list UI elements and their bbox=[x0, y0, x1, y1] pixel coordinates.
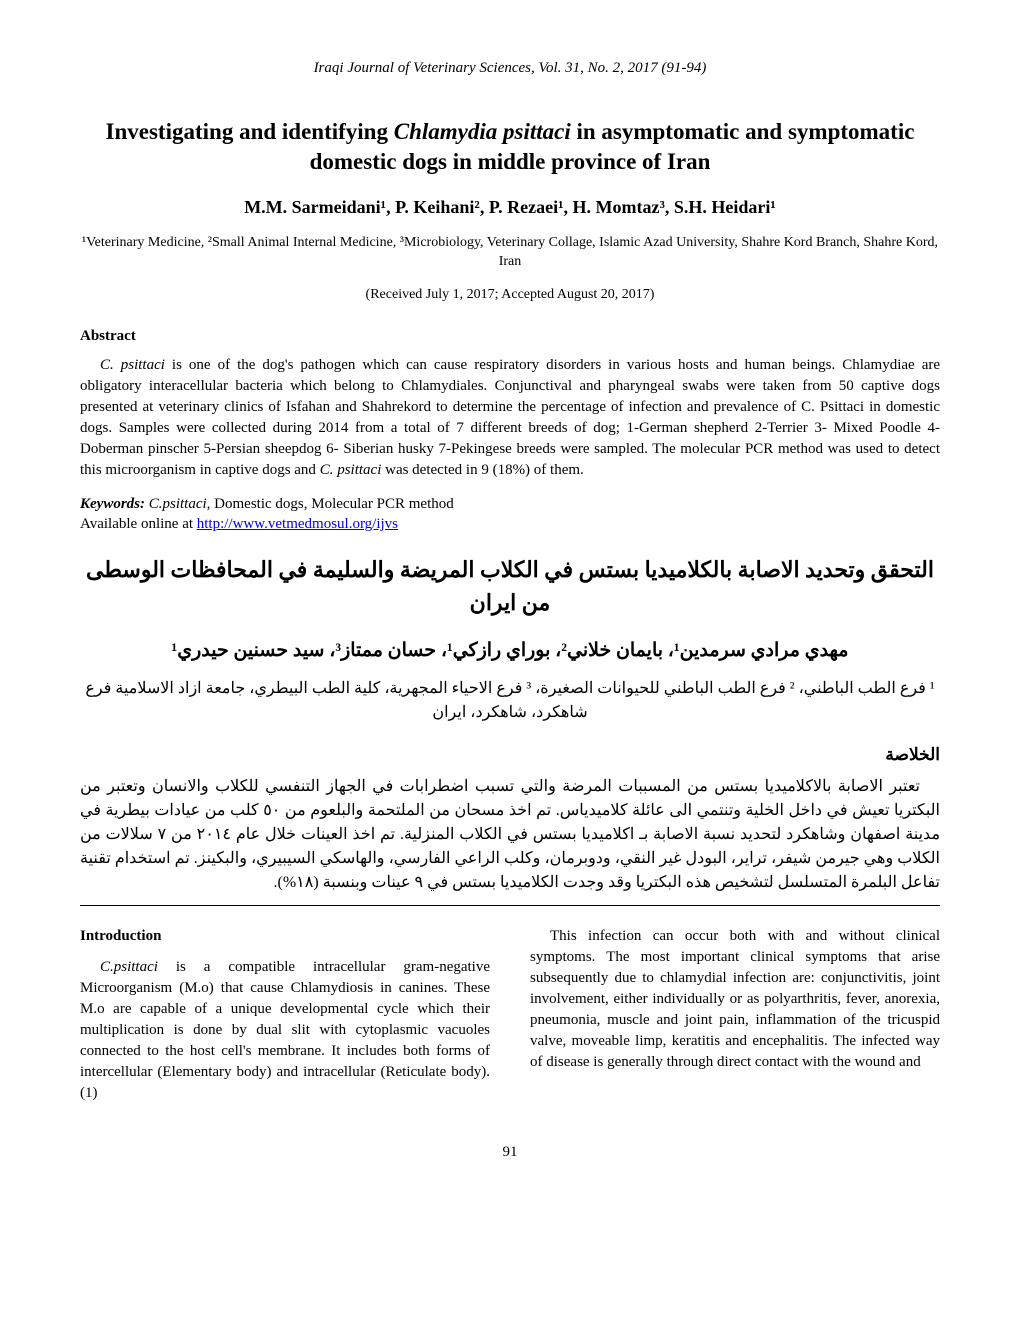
available-online: Available online at http://www.vetmedmos… bbox=[80, 516, 940, 533]
abstract-main-text: is one of the dog's pathogen which can c… bbox=[80, 357, 940, 478]
title-italic: Chlamydia psittaci bbox=[394, 119, 571, 144]
page-number: 91 bbox=[80, 1144, 940, 1161]
title-part1: Investigating and identifying bbox=[106, 119, 394, 144]
intro-paragraph-left: C.psittaci is a compatible intracellular… bbox=[80, 957, 490, 1104]
abstract-trail-italic: C. psittaci bbox=[320, 462, 382, 478]
abstract-heading: Abstract bbox=[80, 328, 940, 345]
journal-link[interactable]: http://www.vetmedmosul.org/ijvs bbox=[197, 516, 398, 532]
available-text: Available online at bbox=[80, 516, 197, 532]
affiliations: ¹Veterinary Medicine, ²Small Animal Inte… bbox=[80, 233, 940, 272]
arabic-authors: مهدي مرادي سرمدين¹، بايمان خلاني²، بوراي… bbox=[80, 639, 940, 662]
introduction-heading: Introduction bbox=[80, 926, 490, 947]
arabic-affiliations: ¹ فرع الطب الباطني، ² فرع الطب الباطني ل… bbox=[80, 677, 940, 725]
two-column-layout: Introduction C.psittaci is a compatible … bbox=[80, 926, 940, 1104]
keywords-line: Keywords: C.psittaci, Domestic dogs, Mol… bbox=[80, 496, 940, 513]
right-column: This infection can occur both with and w… bbox=[530, 926, 940, 1104]
received-accepted-dates: (Received July 1, 2017; Accepted August … bbox=[80, 287, 940, 303]
intro-paragraph-right: This infection can occur both with and w… bbox=[530, 926, 940, 1073]
journal-header: Iraqi Journal of Veterinary Sciences, Vo… bbox=[80, 60, 940, 77]
abstract-body: C. psittaci is one of the dog's pathogen… bbox=[80, 355, 940, 481]
arabic-abstract-heading: الخلاصة bbox=[80, 745, 940, 765]
keywords-label: Keywords: bbox=[80, 496, 145, 512]
keywords-rest: , Domestic dogs, Molecular PCR method bbox=[207, 496, 454, 512]
intro-italic: C.psittaci bbox=[100, 959, 158, 975]
authors-line: M.M. Sarmeidani¹, P. Keihani², P. Rezaei… bbox=[80, 197, 940, 218]
keywords-italic: C.psittaci bbox=[145, 496, 207, 512]
intro-col1-text: is a compatible intracellular gram-negat… bbox=[80, 959, 490, 1101]
article-title: Investigating and identifying Chlamydia … bbox=[80, 117, 940, 177]
section-divider bbox=[80, 905, 940, 906]
arabic-title: التحقق وتحديد الاصابة بالكلاميديا بستس ف… bbox=[80, 553, 940, 619]
abstract-lead-italic: C. psittaci bbox=[100, 357, 165, 373]
abstract-trail-text: was detected in 9 (18%) of them. bbox=[381, 462, 583, 478]
left-column: Introduction C.psittaci is a compatible … bbox=[80, 926, 490, 1104]
arabic-abstract-body: تعتبر الاصابة بالاكلاميديا بستس من المسب… bbox=[80, 775, 940, 895]
